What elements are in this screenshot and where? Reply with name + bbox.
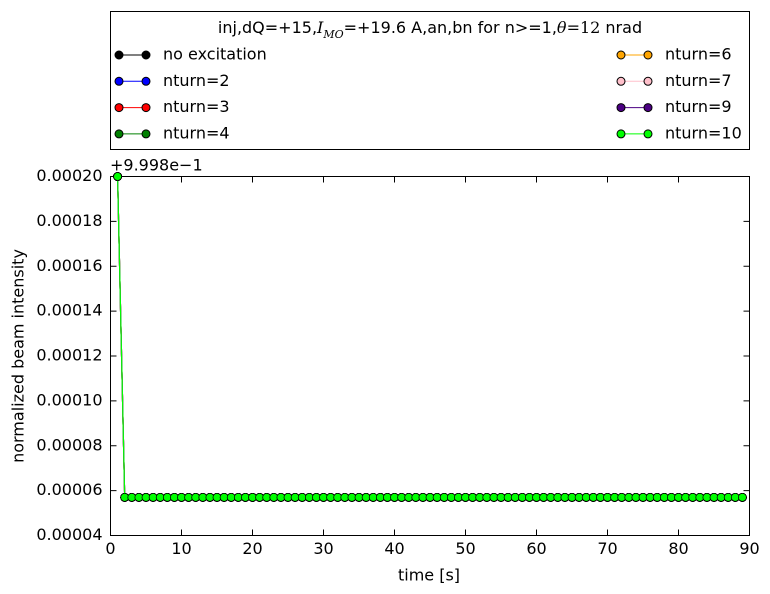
title-part: inj,dQ=+15, bbox=[218, 18, 317, 37]
legend-marker bbox=[141, 76, 151, 86]
y-offset-label: +9.998e−1 bbox=[110, 156, 203, 175]
x-tick-label: 10 bbox=[171, 539, 191, 558]
legend-marker bbox=[616, 50, 626, 60]
plot-area bbox=[110, 176, 750, 536]
legend-label: nturn=2 bbox=[163, 71, 230, 90]
x-tick-label: 20 bbox=[242, 539, 262, 558]
y-tick-label: 0.00010 bbox=[36, 390, 102, 409]
y-tick-label: 0.00020 bbox=[36, 166, 102, 185]
title-part: =+19.6 A,an,bn for n>=1, bbox=[344, 18, 557, 37]
series-marker bbox=[738, 492, 747, 502]
legend-marker bbox=[141, 129, 151, 139]
title-part: I bbox=[316, 18, 324, 37]
title-part: nrad bbox=[600, 18, 642, 37]
x-tick-label: 0 bbox=[105, 539, 115, 558]
legend-marker bbox=[114, 103, 124, 113]
legend-marker bbox=[616, 103, 626, 113]
x-tick-label: 50 bbox=[455, 539, 475, 558]
legend-label: nturn=4 bbox=[163, 123, 230, 142]
legend-label: nturn=9 bbox=[665, 97, 732, 116]
legend-label: nturn=7 bbox=[665, 71, 732, 90]
chart-title: inj,dQ=+15,IMO=+19.6 A,an,bn for n>=1,θ=… bbox=[218, 18, 642, 41]
x-tick-label: 60 bbox=[526, 539, 546, 558]
plot-frame bbox=[110, 176, 750, 536]
legend-marker bbox=[141, 103, 151, 113]
x-tick-label: 70 bbox=[597, 539, 617, 558]
x-tick-label: 40 bbox=[384, 539, 404, 558]
y-tick-label: 0.00014 bbox=[36, 301, 102, 320]
title-part: θ bbox=[557, 18, 567, 37]
legend-marker bbox=[616, 129, 626, 139]
legend-label: nturn=10 bbox=[665, 123, 742, 142]
title-part: MO bbox=[322, 28, 343, 41]
legend-marker bbox=[616, 76, 626, 86]
legend-frame bbox=[110, 11, 750, 150]
title-part: = bbox=[567, 18, 580, 37]
legend-label: nturn=6 bbox=[665, 45, 732, 64]
y-tick-label: 0.00004 bbox=[36, 525, 102, 544]
x-tick-label: 90 bbox=[739, 539, 759, 558]
legend-label: nturn=3 bbox=[163, 97, 230, 116]
x-axis-label: time [s] bbox=[398, 566, 460, 585]
x-tick-label: 30 bbox=[313, 539, 333, 558]
legend-marker bbox=[643, 50, 653, 60]
y-tick-label: 0.00008 bbox=[36, 435, 102, 454]
legend-marker bbox=[114, 50, 124, 60]
y-tick-label: 0.00016 bbox=[36, 256, 102, 275]
legend-label: no excitation bbox=[163, 45, 267, 64]
y-axis-label: normalized beam intensity bbox=[9, 249, 28, 463]
title-part: 12 bbox=[580, 18, 600, 37]
legend-marker bbox=[643, 103, 653, 113]
legend-marker bbox=[643, 76, 653, 86]
y-tick-label: 0.00012 bbox=[36, 346, 102, 365]
legend-marker bbox=[141, 50, 151, 60]
y-tick-label: 0.00006 bbox=[36, 480, 102, 499]
legend-marker bbox=[114, 76, 124, 86]
series-marker bbox=[113, 172, 122, 181]
legend-marker bbox=[643, 129, 653, 139]
y-tick-label: 0.00018 bbox=[36, 211, 102, 230]
x-tick-label: 80 bbox=[668, 539, 688, 558]
legend-marker bbox=[114, 129, 124, 139]
